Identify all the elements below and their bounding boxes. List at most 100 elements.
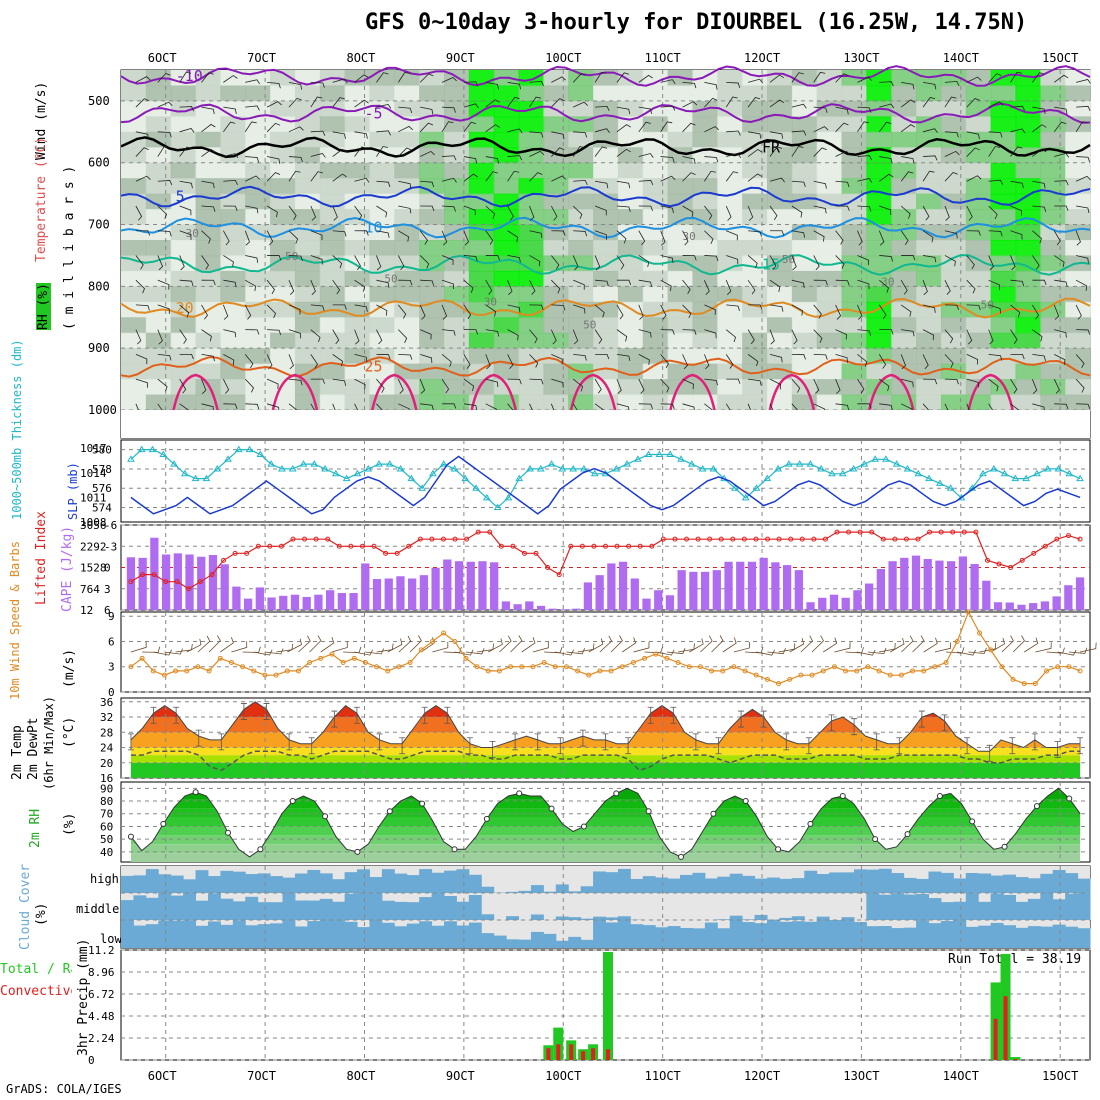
minmax-bar bbox=[489, 741, 496, 758]
wind-barb bbox=[376, 103, 392, 109]
wind10m-point bbox=[697, 664, 703, 670]
wind-barb bbox=[332, 230, 347, 237]
wind-barb bbox=[1053, 378, 1060, 394]
wind10m-barb bbox=[622, 637, 637, 653]
rh-cell bbox=[617, 162, 644, 180]
rh-cell bbox=[593, 286, 619, 303]
wind-barb bbox=[879, 173, 894, 182]
rh-cell bbox=[642, 85, 669, 102]
thickness-point bbox=[989, 464, 998, 472]
wind-barb bbox=[966, 329, 973, 345]
wind10m-point bbox=[329, 651, 335, 657]
cloud-cell bbox=[121, 920, 134, 948]
wind-barb bbox=[704, 304, 716, 315]
wind-barb bbox=[594, 128, 610, 133]
wind-barb bbox=[573, 179, 588, 186]
wind-barb bbox=[441, 354, 452, 367]
cloud-cell bbox=[344, 921, 358, 948]
footer-credit: GrADS: COLA/IGES bbox=[6, 1082, 122, 1096]
wind-barb bbox=[616, 72, 630, 83]
cloud-cell bbox=[617, 916, 631, 920]
wind-barb bbox=[551, 98, 565, 108]
wind10m-barb bbox=[354, 649, 374, 656]
wind10m-point bbox=[284, 668, 290, 674]
minmax-bar bbox=[851, 718, 858, 736]
li-point bbox=[163, 579, 169, 585]
rh-cell bbox=[667, 286, 694, 303]
li-point bbox=[556, 572, 562, 578]
wind-barb bbox=[660, 205, 674, 214]
wind-barb bbox=[594, 378, 602, 394]
rh-cell bbox=[543, 162, 570, 180]
cape-bar bbox=[572, 608, 581, 610]
wind-barb bbox=[901, 255, 916, 261]
rh-cell bbox=[866, 240, 893, 257]
wind-barb bbox=[288, 156, 303, 163]
rh-cell bbox=[170, 348, 197, 365]
wind-barb bbox=[813, 304, 822, 319]
rh-cell bbox=[369, 147, 396, 164]
rh-cell bbox=[1015, 162, 1042, 180]
rh-cell bbox=[791, 286, 818, 303]
rh-cell bbox=[319, 317, 346, 334]
wind-barb bbox=[135, 353, 148, 365]
wind-barb bbox=[463, 230, 469, 246]
rh-cell bbox=[195, 178, 222, 195]
cloud-cell bbox=[580, 918, 594, 920]
rh-cell bbox=[617, 270, 644, 288]
rh-point bbox=[645, 808, 652, 815]
rh-cell bbox=[319, 116, 346, 133]
cape-bar bbox=[654, 590, 663, 610]
x-tick-top: 11OCT bbox=[645, 51, 681, 65]
wind10m-point bbox=[385, 668, 391, 674]
rh-cell bbox=[294, 209, 321, 226]
cloud-cell bbox=[419, 921, 433, 948]
cloud-cell bbox=[816, 916, 830, 920]
rh-cell bbox=[270, 147, 296, 164]
wind10m-point bbox=[1010, 676, 1016, 682]
cloud-cell bbox=[307, 921, 321, 948]
rh-cell bbox=[767, 209, 793, 226]
wind-barb bbox=[660, 156, 675, 163]
rh-cell bbox=[866, 209, 893, 226]
li-point bbox=[973, 529, 979, 535]
wind-barb bbox=[769, 146, 783, 157]
wind-barb bbox=[179, 106, 195, 112]
rh-cell bbox=[1040, 317, 1067, 334]
wind-barb bbox=[201, 353, 215, 362]
rh-cell bbox=[642, 332, 669, 350]
temp-band bbox=[130, 762, 1081, 778]
thickness-point bbox=[882, 455, 890, 462]
rh-cell bbox=[767, 116, 793, 133]
x-tick-bottom: 15OCT bbox=[1042, 1069, 1078, 1083]
rh-cell bbox=[344, 332, 371, 350]
li-point bbox=[221, 557, 227, 563]
wind10m-point bbox=[664, 655, 670, 661]
wind10m-point bbox=[943, 660, 949, 666]
rh-cell bbox=[593, 178, 619, 195]
thickness-point bbox=[655, 450, 664, 457]
cape-bar bbox=[841, 597, 850, 610]
rh-cell bbox=[369, 270, 396, 288]
wind-barb bbox=[201, 304, 208, 320]
precip-total-label: Total / Rain bbox=[0, 962, 72, 977]
rh-cell bbox=[965, 162, 992, 180]
wind-barb bbox=[1032, 72, 1045, 83]
thickness-point bbox=[396, 464, 405, 472]
cloud-cell bbox=[207, 876, 221, 893]
wind-barb bbox=[595, 105, 610, 112]
wind-barb bbox=[682, 329, 697, 335]
li-point bbox=[545, 565, 551, 570]
cloud-cell bbox=[767, 920, 780, 948]
wind10m-point bbox=[843, 668, 849, 674]
precip-conv-bar bbox=[605, 1049, 610, 1060]
minmax-bar bbox=[738, 710, 745, 728]
thickness-point bbox=[828, 469, 836, 477]
rh-cell bbox=[369, 240, 396, 257]
wind10m-point bbox=[519, 664, 525, 670]
wind-barb bbox=[157, 145, 170, 157]
rh-cell bbox=[940, 147, 967, 164]
wind-barb bbox=[485, 156, 499, 164]
cloud-cell bbox=[1015, 901, 1029, 920]
cape-bar bbox=[478, 561, 487, 610]
